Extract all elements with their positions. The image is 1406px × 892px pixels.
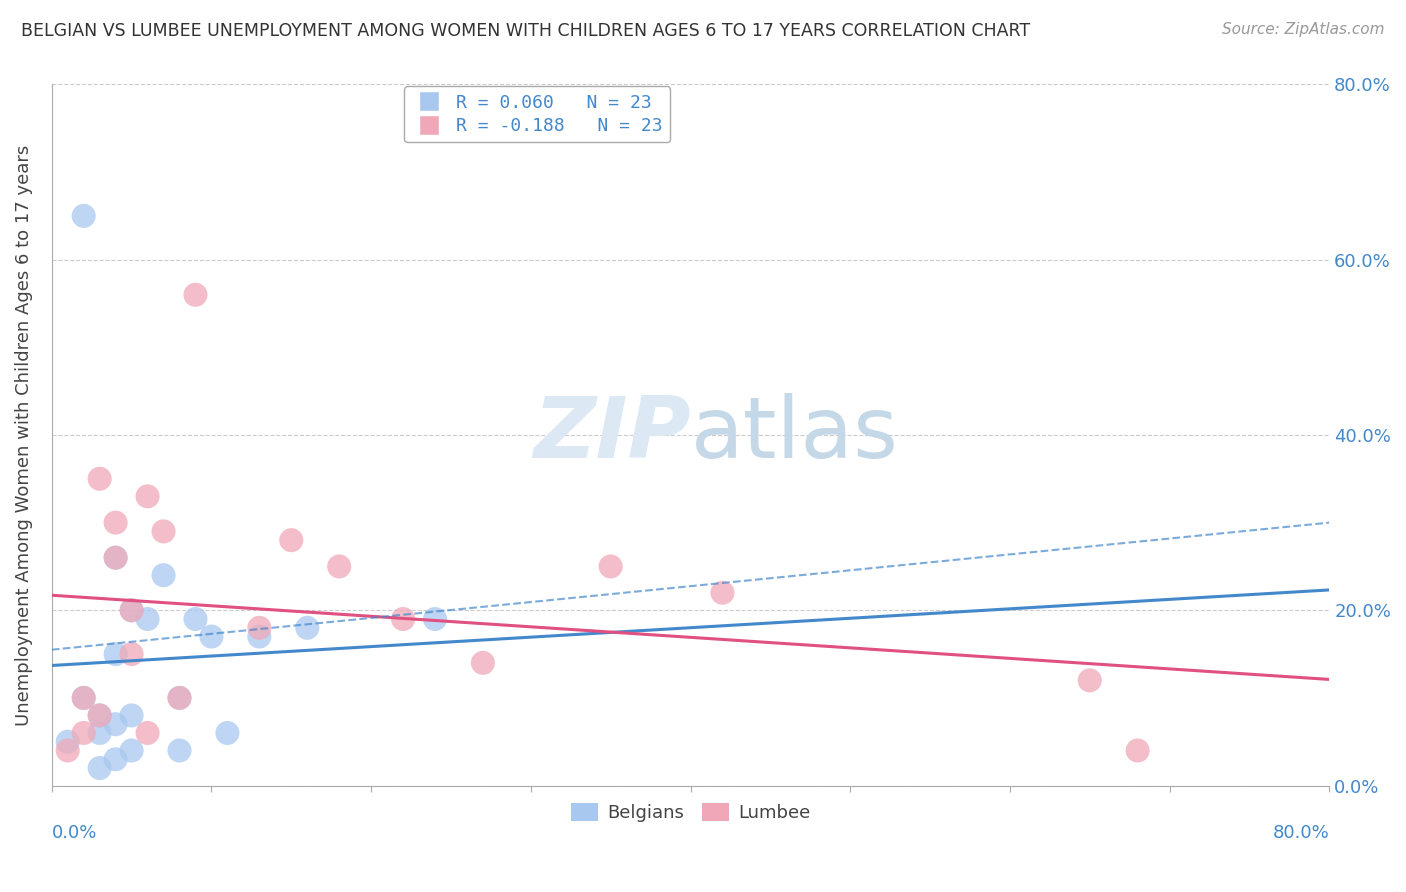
Point — [169, 690, 191, 705]
Point — [1126, 743, 1149, 757]
Point — [152, 524, 174, 539]
Point — [136, 489, 159, 503]
Y-axis label: Unemployment Among Women with Children Ages 6 to 17 years: Unemployment Among Women with Children A… — [15, 145, 32, 725]
Point — [599, 559, 621, 574]
Point — [104, 550, 127, 565]
Point — [121, 708, 143, 723]
Point — [392, 612, 415, 626]
Point — [136, 726, 159, 740]
Point — [121, 603, 143, 617]
Point — [152, 568, 174, 582]
Point — [471, 656, 494, 670]
Legend: Belgians, Lumbee: Belgians, Lumbee — [564, 796, 817, 829]
Text: ZIP: ZIP — [533, 393, 690, 476]
Point — [73, 690, 96, 705]
Point — [89, 726, 111, 740]
Point — [56, 743, 79, 757]
Point — [1078, 673, 1101, 688]
Point — [121, 743, 143, 757]
Point — [711, 586, 734, 600]
Point — [280, 533, 302, 548]
Point — [89, 708, 111, 723]
Point — [184, 612, 207, 626]
Point — [184, 287, 207, 301]
Point — [89, 761, 111, 775]
Point — [104, 752, 127, 766]
Point — [169, 690, 191, 705]
Text: BELGIAN VS LUMBEE UNEMPLOYMENT AMONG WOMEN WITH CHILDREN AGES 6 TO 17 YEARS CORR: BELGIAN VS LUMBEE UNEMPLOYMENT AMONG WOM… — [21, 22, 1031, 40]
Point — [104, 516, 127, 530]
Text: 80.0%: 80.0% — [1272, 824, 1329, 842]
Point — [169, 743, 191, 757]
Text: Source: ZipAtlas.com: Source: ZipAtlas.com — [1222, 22, 1385, 37]
Point — [423, 612, 446, 626]
Text: 0.0%: 0.0% — [52, 824, 97, 842]
Point — [104, 717, 127, 731]
Point — [247, 630, 270, 644]
Text: atlas: atlas — [690, 393, 898, 476]
Point — [104, 550, 127, 565]
Point — [328, 559, 350, 574]
Point — [73, 726, 96, 740]
Point — [73, 690, 96, 705]
Point — [89, 472, 111, 486]
Point — [136, 612, 159, 626]
Point — [121, 647, 143, 661]
Point — [200, 630, 222, 644]
Point — [89, 708, 111, 723]
Point — [121, 603, 143, 617]
Point — [73, 209, 96, 223]
Point — [247, 621, 270, 635]
Point — [104, 647, 127, 661]
Point — [56, 735, 79, 749]
Point — [217, 726, 239, 740]
Point — [297, 621, 319, 635]
